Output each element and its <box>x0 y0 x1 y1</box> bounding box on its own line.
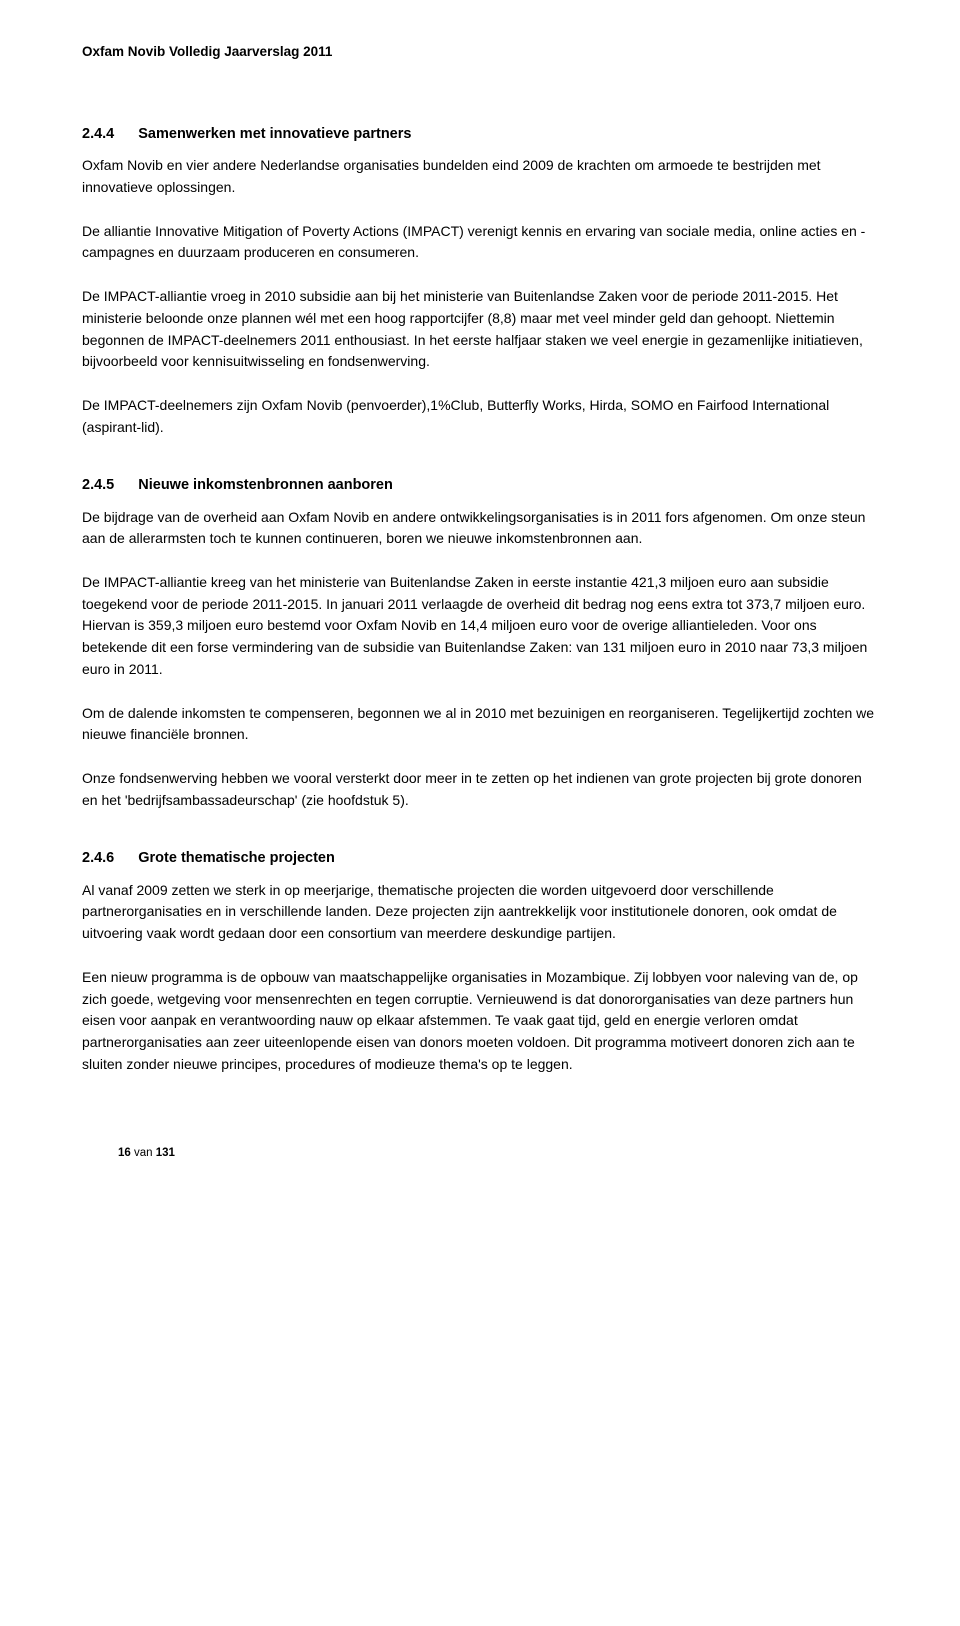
section-number: 2.4.6 <box>82 847 114 869</box>
document-header: Oxfam Novib Volledig Jaarverslag 2011 <box>82 42 878 63</box>
section-number: 2.4.5 <box>82 474 114 496</box>
section-title: Samenwerken met innovatieve partners <box>138 126 411 142</box>
page-footer: 16 van 131 <box>82 1145 878 1163</box>
document-title: Oxfam Novib Volledig Jaarverslag 2011 <box>82 44 332 59</box>
section-heading: 2.4.6 Grote thematische projecten <box>82 847 878 869</box>
paragraph: De IMPACT-deelnemers zijn Oxfam Novib (p… <box>82 395 878 438</box>
section-2-4-4: 2.4.4 Samenwerken met innovatieve partner… <box>82 123 878 438</box>
paragraph: De alliantie Innovative Mitigation of Po… <box>82 221 878 264</box>
page-total: 131 <box>156 1147 175 1159</box>
section-2-4-5: 2.4.5 Nieuwe inkomstenbronnen aanboren De… <box>82 474 878 811</box>
paragraph: De bijdrage van de overheid aan Oxfam No… <box>82 507 878 550</box>
paragraph: Oxfam Novib en vier andere Nederlandse o… <box>82 155 878 198</box>
page-of-label: van <box>134 1147 153 1159</box>
paragraph: Om de dalende inkomsten te compenseren, … <box>82 703 878 746</box>
paragraph: De IMPACT-alliantie vroeg in 2010 subsid… <box>82 286 878 373</box>
section-2-4-6: 2.4.6 Grote thematische projecten Al vana… <box>82 847 878 1075</box>
section-number: 2.4.4 <box>82 123 114 145</box>
paragraph: De IMPACT-alliantie kreeg van het minist… <box>82 572 878 680</box>
section-heading: 2.4.4 Samenwerken met innovatieve partner… <box>82 123 878 145</box>
page-number: 16 <box>118 1147 131 1159</box>
section-title: Nieuwe inkomstenbronnen aanboren <box>138 477 393 493</box>
paragraph: Al vanaf 2009 zetten we sterk in op meer… <box>82 880 878 945</box>
section-title: Grote thematische projecten <box>138 850 335 866</box>
paragraph: Onze fondsenwerving hebben we vooral ver… <box>82 768 878 811</box>
paragraph: Een nieuw programma is de opbouw van maa… <box>82 967 878 1075</box>
section-heading: 2.4.5 Nieuwe inkomstenbronnen aanboren <box>82 474 878 496</box>
